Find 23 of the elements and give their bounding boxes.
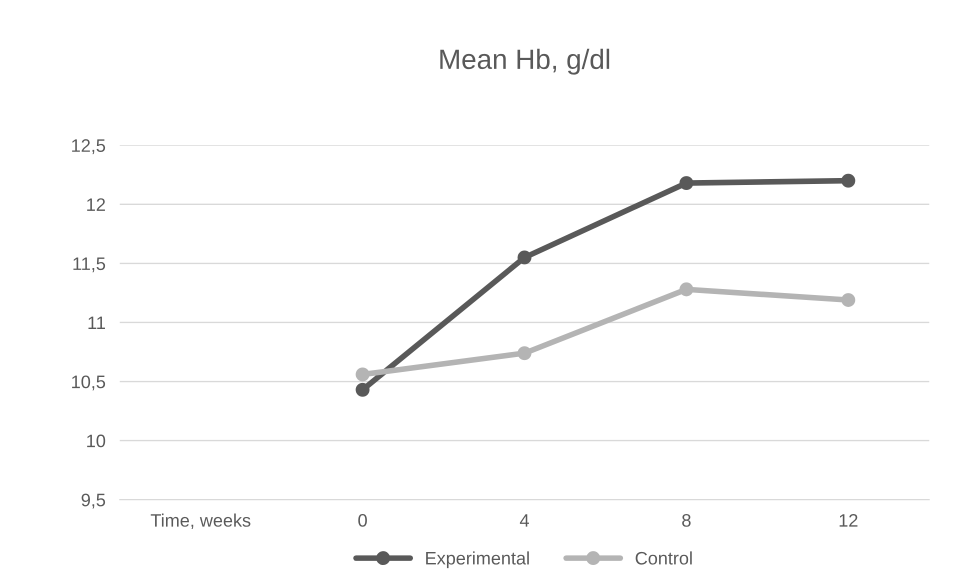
y-tick-label: 11,5 — [73, 258, 106, 272]
point — [356, 382, 370, 397]
point — [679, 176, 694, 190]
x-tick-label: 12 — [840, 514, 858, 527]
point — [679, 282, 694, 296]
point — [356, 367, 370, 382]
y-tick-label: 10 — [87, 434, 106, 448]
y-tick-label: 11 — [88, 316, 105, 329]
point — [841, 293, 856, 307]
y-tick-label: 9,5 — [82, 494, 106, 509]
point — [841, 174, 856, 188]
chart-title: Mean Hb, g/dl — [440, 48, 610, 75]
x-tick-label: 8 — [682, 514, 691, 527]
x-tick-label: 4 — [520, 514, 529, 527]
point — [518, 346, 532, 360]
point — [518, 250, 532, 264]
x-tick-label: 0 — [358, 514, 367, 527]
y-tick-label: 12 — [87, 198, 105, 211]
y-tick-label: 12,5 — [72, 139, 106, 154]
x-tick-label: Time, weeks — [150, 514, 250, 529]
legend-label: Experimental — [426, 551, 529, 568]
y-tick-label: 10,5 — [72, 375, 106, 390]
legend-label: Control — [636, 551, 692, 565]
